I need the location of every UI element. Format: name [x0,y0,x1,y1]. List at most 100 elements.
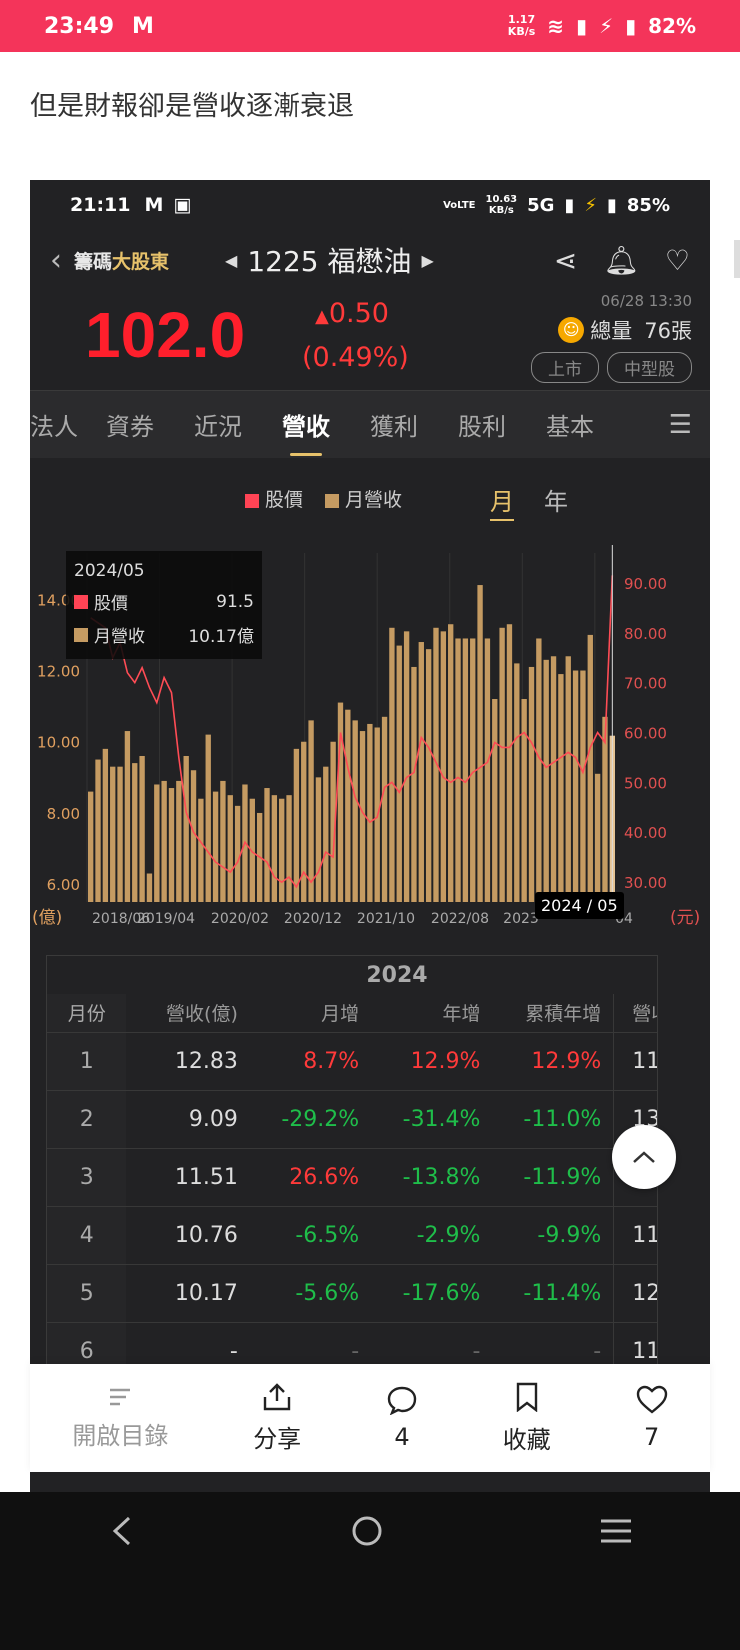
gmail-icon: M [132,13,154,39]
revenue-bar [198,798,204,902]
mom-cell: 8.7% [249,1031,372,1090]
mom-cell: -6.5% [249,1205,372,1264]
left-axis-unit: (億) [32,908,62,928]
bookmark-icon [516,1382,537,1412]
cum-cell: -11.9% [492,1147,614,1206]
yoy-cell: -17.6% [371,1263,493,1322]
right-tick-label: 50.00 [624,774,667,792]
revenue-bar [315,777,322,902]
nav-home-icon[interactable] [350,1514,384,1548]
month-cell: 1 [47,1031,127,1090]
revenue-bar [95,759,101,902]
month-cell: 4 [47,1205,127,1264]
revenue-bar [477,585,483,902]
revenue-bar [117,766,123,902]
battery-icon: ▮ [607,194,617,216]
revenue-bar [565,656,571,902]
selected-date-label: 2024 / 05 [535,892,624,919]
back-icon[interactable]: ‹ [50,242,62,278]
tab-institutional[interactable]: 法人 [30,413,78,441]
share-button[interactable]: 分享 [253,1382,301,1454]
menu-icon[interactable]: ☰ [668,409,692,440]
battery-level: 82% [648,14,696,38]
bookmark-button[interactable]: 收藏 [503,1382,551,1455]
volume: ☺ 總量 76張 [558,315,692,345]
tab-profit[interactable]: 獲利 [370,413,418,441]
toc-button[interactable]: 開啟目錄 [72,1386,168,1451]
revenue-bar [455,638,461,902]
revenue-bar [440,631,447,902]
period-toggle: 月 年 [490,482,568,521]
tab-margin[interactable]: 資券 [106,413,154,441]
signal-icon: ▮ [564,194,575,216]
tab-status[interactable]: 近況 [194,413,242,441]
inner-battery-level: 85% [626,194,670,216]
inner-status-bar: 21:11 M ▣ VoLTE 10.63 KB/s 5G ▮ ⚡ ▮ 85% [30,180,710,230]
revenue-bar [381,716,388,902]
tab-bar: 法人 資券 近況 營收 獲利 股利 基本 ☰ [30,390,710,458]
brand-name: 籌碼大股東 [74,250,170,273]
revenue-bar [212,791,219,902]
tooltip-revenue: 10.17億 [188,627,254,647]
period-month[interactable]: 月 [490,482,514,521]
month-cell: 5 [47,1263,127,1322]
table-row: 5 10.17 -5.6% -17.6% -11.4% 12 [47,1263,657,1322]
tab-dividend[interactable]: 股利 [458,413,506,441]
heart-icon[interactable]: ♡ [664,243,690,277]
revenue-bar [418,642,424,902]
revenue-bar [183,755,189,902]
yoy-cell: 12.9% [371,1031,493,1090]
th-extra: 營收 [613,994,657,1032]
nav-back-icon[interactable] [107,1515,135,1547]
revenue-bar [462,638,469,902]
tab-basic[interactable]: 基本 [546,413,594,441]
revenue-bar [190,770,197,902]
right-tick-label: 90.00 [624,575,667,593]
price-line [90,575,614,889]
article-text: 但是財報卻是營收逐漸衰退 [30,91,354,122]
prev-stock-icon[interactable]: ◀ [225,250,238,270]
x-tick-label: 2018/06 [92,911,150,927]
revenue-bar [132,763,138,902]
month-cell: 2 [47,1089,127,1148]
th-yoy: 年增 [442,1003,481,1026]
period-year[interactable]: 年 [544,488,568,516]
left-tick-label: 10.00 [37,734,80,752]
wifi-icon: ≋ [547,14,565,38]
revenue-bar [492,699,498,902]
revenue-bar [330,741,336,902]
mom-cell: 26.6% [249,1147,372,1206]
revenue-bar [506,624,513,902]
tab-revenue[interactable]: 營收 [262,407,350,456]
app-icon: ▣ [173,194,192,216]
mom-cell: -29.2% [249,1089,372,1148]
x-tick-label: 2020/12 [284,911,342,927]
revenue-bar [139,755,145,902]
revenue-bar [279,798,285,902]
like-button[interactable]: 7 [636,1385,668,1451]
revenue-bar [396,645,402,902]
left-tick-label: 12.00 [37,663,80,681]
revenue-cell: 11.51 [126,1147,250,1206]
revenue-bar [205,734,211,902]
tooltip-price-row: 股價 91.5 [74,589,254,614]
table-row: 3 11.51 26.6% -13.8% -11.9% [47,1147,657,1206]
bell-icon[interactable]: 🔔︎ [603,243,639,277]
scroll-top-button[interactable] [612,1125,676,1189]
gmail-icon: M [144,194,164,216]
share-icon[interactable]: ⋖ [553,243,578,277]
tooltip-revenue-row: 月營收 10.17億 [74,622,254,647]
revenue-bar [220,780,226,902]
quote-panel: 102.0 ▲0.50 (0.49%) 06/28 13:30 ☺ 總量 76張… [30,290,710,390]
extra-cell: 12 [613,1263,657,1322]
revenue-bar [403,631,410,902]
comment-button[interactable]: 4 [386,1385,418,1451]
revenue-bar [558,674,564,902]
right-axis-unit: (元) [670,908,700,928]
extra-cell: 11 [613,1205,657,1264]
revenue-bar [470,638,476,902]
table-row: 4 10.76 -6.5% -2.9% -9.9% 11 [47,1205,657,1264]
next-stock-icon[interactable]: ▶ [421,250,434,270]
nav-menu-icon[interactable] [599,1517,633,1545]
